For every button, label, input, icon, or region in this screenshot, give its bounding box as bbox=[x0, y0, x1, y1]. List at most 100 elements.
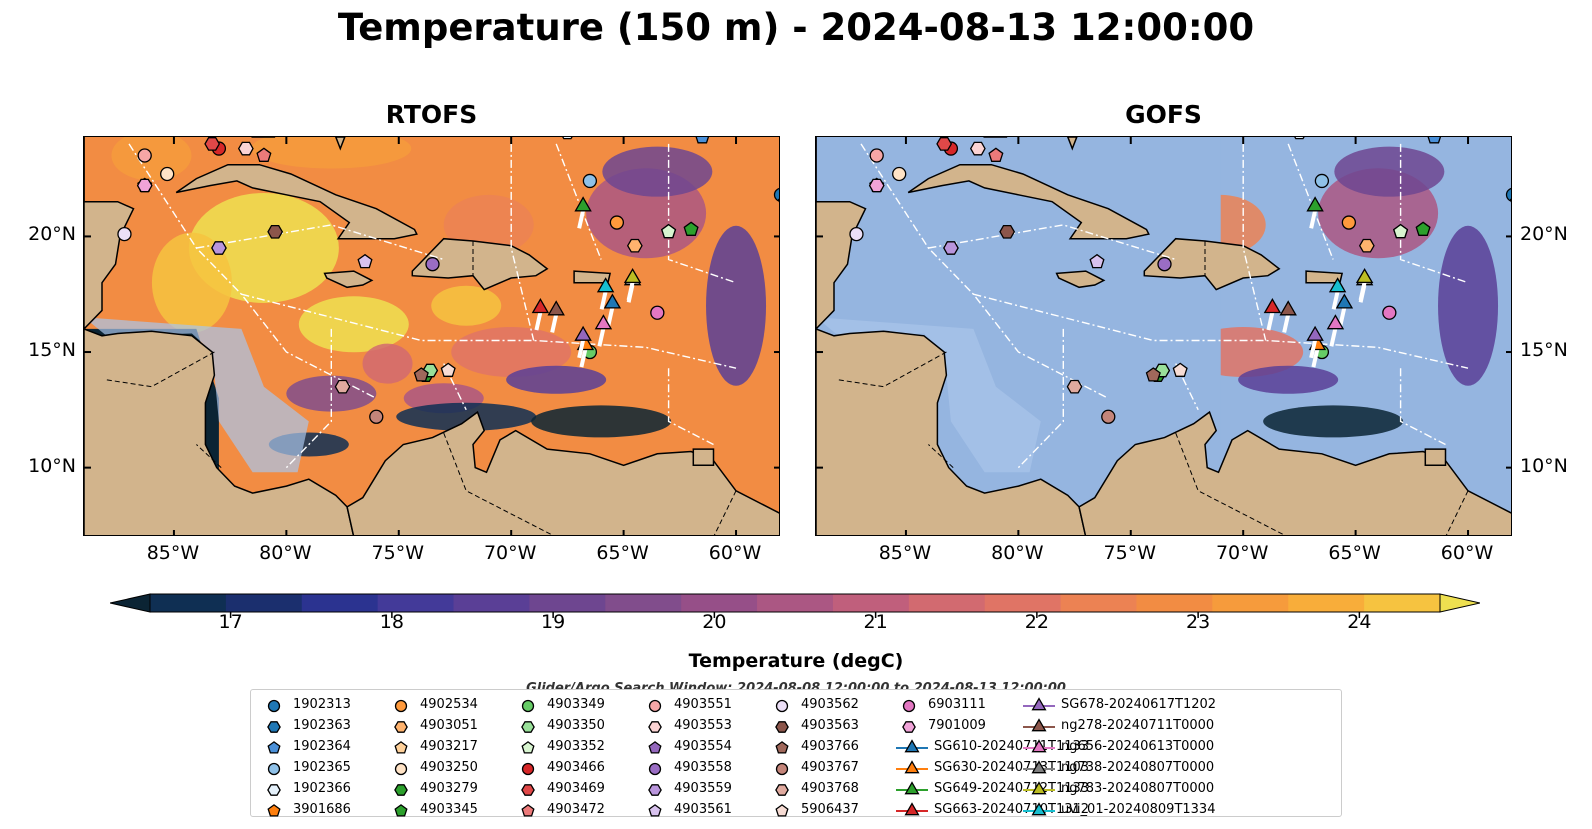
rtofs-map-panel[interactable] bbox=[83, 136, 780, 536]
legend-marker-4903466 bbox=[521, 762, 535, 775]
rtofs-eez-line-8 bbox=[667, 368, 714, 446]
legend-label: 4903562 bbox=[801, 697, 859, 712]
gofs-border-2 bbox=[1175, 432, 1286, 535]
legend-label: 4903767 bbox=[801, 760, 859, 775]
x-tick-label: 80°W bbox=[991, 542, 1044, 564]
gofs-eez-line-4 bbox=[1287, 143, 1334, 260]
colorbar-segment bbox=[1136, 594, 1213, 612]
rtofs-glider-track-ng783-20240807T0000 bbox=[626, 281, 635, 301]
gofs-eez-line-6 bbox=[1017, 328, 1065, 469]
legend-item: 4903562 bbox=[769, 694, 859, 715]
gofs-land-jamaica bbox=[1055, 270, 1106, 289]
gofs-marker-4903559 bbox=[943, 241, 959, 255]
legend-item: 4903766 bbox=[769, 736, 859, 757]
gofs-glider-track-ng783-20240807T0000 bbox=[1358, 281, 1367, 301]
rtofs-temperature-contour-11 bbox=[396, 402, 537, 431]
legend-item: SG678-20240617T1202 bbox=[1023, 694, 1216, 715]
gofs-marker-uvi_01-20240809T1334 bbox=[1328, 277, 1347, 293]
gofs-eez-line-1 bbox=[928, 224, 1176, 261]
legend-item: 4903279 bbox=[388, 778, 478, 799]
gofs-marker-4903766 bbox=[1145, 367, 1161, 382]
rtofs-marker-4903551 bbox=[137, 148, 152, 163]
legend-marker-4903554 bbox=[648, 740, 662, 754]
gofs-marker-4903345 bbox=[1415, 221, 1431, 236]
legend-marker-ng738-20240807T0000 bbox=[1023, 759, 1055, 773]
gofs-land-bahamas bbox=[1066, 137, 1078, 151]
rtofs-temperature-contour-6 bbox=[706, 225, 767, 386]
colorbar-segment bbox=[832, 594, 910, 612]
rtofs-marker-4903562 bbox=[117, 226, 132, 242]
gofs-marker-SG610-20240711T1133 bbox=[1335, 293, 1354, 309]
legend-item: 4903051 bbox=[388, 715, 478, 736]
gofs-glider-track-SG663-20240710T1312 bbox=[1266, 311, 1275, 331]
rtofs-glider-track-SG610-20240711T1133 bbox=[606, 307, 615, 326]
gofs-border-1 bbox=[928, 444, 954, 468]
colorbar-segment bbox=[605, 594, 682, 612]
legend-item: 4903563 bbox=[769, 715, 859, 736]
y-tick-label-left: 20°N bbox=[28, 223, 76, 246]
rtofs-eez-line-4 bbox=[555, 143, 602, 260]
legend-item: ng656-20240613T0000 bbox=[1023, 736, 1216, 757]
legend-marker-4903350 bbox=[521, 720, 535, 733]
colorbar-tick-label: 19 bbox=[541, 611, 566, 633]
legend-marker-1902313 bbox=[267, 699, 281, 712]
legend-marker-4903051 bbox=[394, 720, 408, 733]
legend-item: 4903553 bbox=[642, 715, 732, 736]
legend-item: SG630-20240713T1103 bbox=[896, 757, 1089, 778]
x-tick-label: 70°W bbox=[1215, 542, 1269, 564]
legend-marker-SG630-20240713T1103 bbox=[896, 759, 928, 773]
rtofs-marker-SG678-20240617T1202 bbox=[574, 325, 592, 341]
rtofs-marker-4903051 bbox=[626, 238, 643, 253]
rtofs-border-3 bbox=[713, 490, 737, 535]
legend-marker-1902363 bbox=[267, 720, 281, 733]
rtofs-marker-4903766 bbox=[413, 367, 429, 382]
colorbar-segment bbox=[908, 594, 986, 612]
gofs-map-panel[interactable] bbox=[815, 136, 1512, 536]
rtofs-marker-1902364 bbox=[695, 137, 710, 144]
y-tick-label-left: 10°N bbox=[28, 454, 76, 477]
legend-item: 4903472 bbox=[515, 799, 605, 820]
legend-marker-SG649-20240712T1133 bbox=[896, 780, 928, 794]
rtofs-temperature-contour-2 bbox=[151, 232, 232, 333]
rtofs-glider-track-SG630-20240713T1103 bbox=[579, 348, 588, 368]
rtofs-marker-SG610-20240711T1133 bbox=[603, 293, 622, 309]
rtofs-glider-track-uvi_01-20240809T1334 bbox=[599, 290, 608, 310]
rtofs-map-plot bbox=[84, 137, 779, 535]
colorbar-segment bbox=[301, 594, 379, 612]
colorbar-tick-label: 21 bbox=[863, 611, 888, 633]
gofs-marker-4903352 bbox=[1393, 223, 1409, 239]
rtofs-eez-line-1 bbox=[196, 224, 444, 261]
legend-item: 4903349 bbox=[515, 694, 605, 715]
rtofs-marker-4903768 bbox=[334, 379, 351, 394]
legend-marker-1902365 bbox=[267, 762, 281, 775]
legend-item: 1902366 bbox=[261, 778, 351, 799]
gofs-marker-4903561 bbox=[1089, 253, 1105, 269]
legend-marker-4903553 bbox=[648, 720, 662, 733]
legend-label: 4902534 bbox=[420, 697, 478, 712]
colorbar-segment bbox=[1060, 594, 1137, 612]
legend-item: 4903217 bbox=[388, 736, 478, 757]
legend-marker-uvi_01-20240809T1334 bbox=[1023, 801, 1055, 815]
legend-item: 1902313 bbox=[261, 694, 351, 715]
legend-item: ng783-20240807T0000 bbox=[1023, 778, 1216, 799]
legend-marker-5906437 bbox=[775, 803, 789, 817]
rtofs-marker-SG649-20240712T1133 bbox=[574, 196, 592, 212]
legend-item: ng278-20240711T0000 bbox=[1023, 715, 1216, 736]
legend-item: SG610-20240711T1133 bbox=[896, 736, 1089, 757]
legend-label: 4903279 bbox=[420, 781, 478, 796]
rtofs-marker-1902313 bbox=[773, 187, 779, 202]
gofs-marker-4903767 bbox=[1101, 409, 1116, 424]
legend-marker-4903766 bbox=[775, 740, 789, 754]
legend-label: ng738-20240807T0000 bbox=[1061, 760, 1215, 775]
legend-column: 1902313 1902363 1902364 1902365 1902366 39016… bbox=[261, 694, 351, 820]
gofs-marker-SG678-20240617T1202 bbox=[1306, 325, 1324, 341]
legend-marker-4903472 bbox=[521, 803, 535, 817]
legend-label: 4903766 bbox=[801, 739, 859, 754]
x-tick-label: 85°W bbox=[146, 542, 200, 564]
y-tick-label-left: 15°N bbox=[28, 339, 76, 362]
legend-label: uvi_01-20240809T1334 bbox=[1061, 802, 1216, 817]
legend-label: 4903051 bbox=[420, 718, 478, 733]
gofs-glider-track-SG610-20240711T1133 bbox=[1338, 307, 1347, 326]
gofs-marker-4903051 bbox=[1358, 238, 1375, 253]
rtofs-marker-SG663-20240710T1312 bbox=[531, 297, 550, 314]
